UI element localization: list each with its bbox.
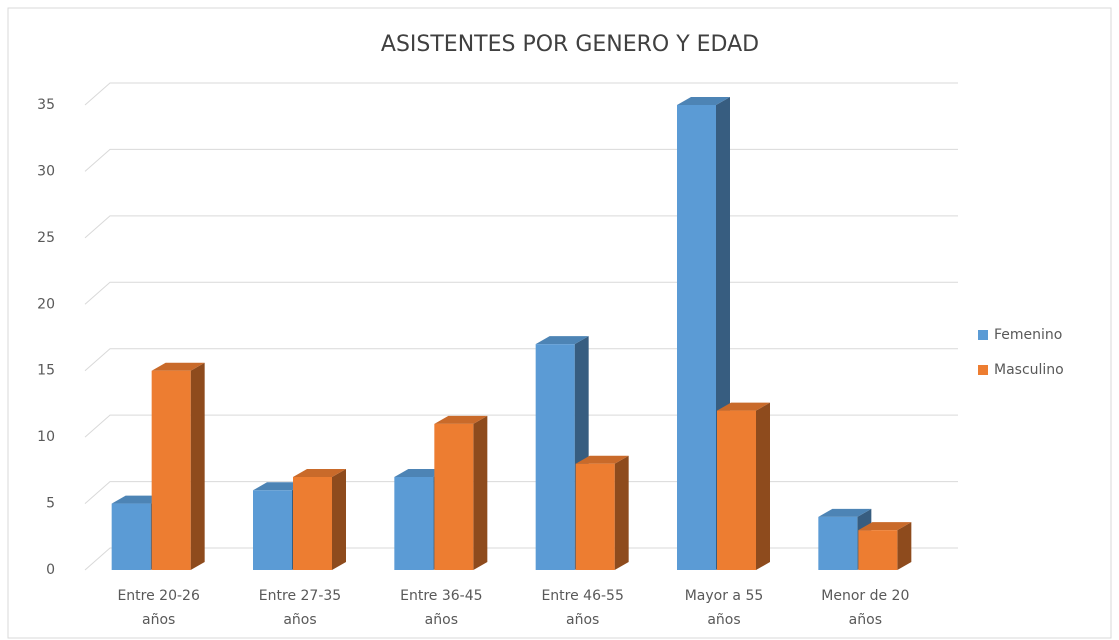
bar-side — [473, 415, 488, 570]
bar-top — [535, 336, 589, 345]
x-tick-label: Entre 20-26 años — [117, 588, 199, 628]
grid-line — [84, 348, 958, 372]
bar-top — [434, 415, 488, 424]
bar-front — [151, 370, 191, 570]
bar — [293, 469, 346, 570]
legend-swatch — [978, 330, 988, 340]
y-tick-label: 10 — [37, 429, 55, 445]
bar-front — [535, 344, 575, 570]
bar-top — [858, 522, 912, 531]
x-tick-label: Entre 36-45 años — [400, 588, 482, 628]
bar — [717, 402, 770, 570]
bar-front — [717, 410, 756, 570]
grid-line — [84, 547, 958, 571]
y-tick-label: 30 — [37, 163, 55, 179]
grid-line — [84, 414, 958, 438]
bar-side — [897, 522, 912, 570]
bar-top — [111, 495, 165, 504]
x-tick-label: Mayor a 55 años — [685, 588, 764, 628]
bar-front — [111, 503, 151, 570]
bar — [858, 522, 912, 570]
bar-top — [394, 469, 448, 477]
bar-top — [677, 97, 730, 105]
bar — [677, 97, 730, 570]
bar-side — [614, 455, 629, 570]
x-tick-label: Entre 27-35 años — [259, 588, 341, 628]
bar-top — [151, 362, 205, 371]
bar-front — [253, 490, 292, 570]
bar-front — [293, 477, 332, 570]
grid-line — [84, 481, 958, 504]
bar-front — [858, 530, 898, 570]
y-tick-label: 5 — [46, 496, 55, 512]
bar-top — [818, 508, 872, 517]
legend-swatch — [978, 365, 988, 375]
chart-title: ASISTENTES POR GENERO Y EDAD — [381, 32, 759, 57]
bar-front — [818, 516, 858, 570]
y-tick-label: 0 — [46, 562, 55, 578]
bar-top — [575, 455, 629, 464]
grid-line — [84, 82, 958, 106]
x-tick-label: Menor de 20 años — [821, 588, 909, 628]
bar-front — [394, 477, 434, 570]
bar-top — [293, 469, 346, 477]
bar-front — [677, 105, 716, 570]
bar-top — [717, 402, 770, 411]
legend-label: Masculino — [994, 362, 1064, 378]
grid-line — [84, 215, 958, 239]
y-tick-label: 25 — [37, 230, 55, 246]
y-tick-label: 15 — [37, 363, 55, 379]
y-tick-label: 35 — [37, 97, 55, 113]
bar-side — [756, 402, 770, 570]
bar-side — [332, 469, 346, 570]
bar — [434, 415, 488, 570]
legend-label: Femenino — [994, 327, 1062, 343]
bar-front — [575, 463, 615, 570]
bar-front — [434, 423, 474, 570]
grid-line — [84, 281, 958, 305]
y-tick-label: 20 — [37, 296, 55, 312]
bar-top — [253, 482, 306, 491]
bar — [575, 455, 629, 570]
bar-side — [190, 362, 205, 570]
grid-line — [84, 148, 958, 172]
x-tick-label: Entre 46-55 años — [541, 588, 623, 628]
bar — [151, 362, 205, 570]
